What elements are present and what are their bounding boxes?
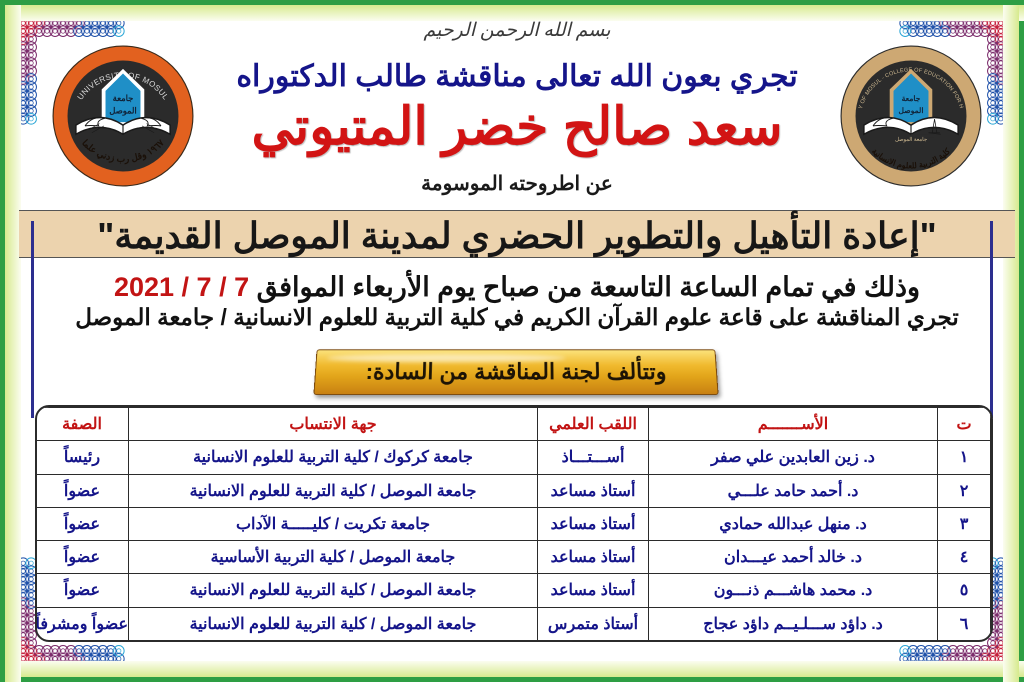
svg-text:الموصل: الموصل (899, 106, 924, 116)
svg-text:الموصل: الموصل (109, 106, 136, 117)
svg-text:جامعة الموصل: جامعة الموصل (895, 137, 927, 143)
svg-text:جامعة: جامعة (902, 94, 921, 103)
svg-text:جامعة: جامعة (113, 93, 134, 103)
